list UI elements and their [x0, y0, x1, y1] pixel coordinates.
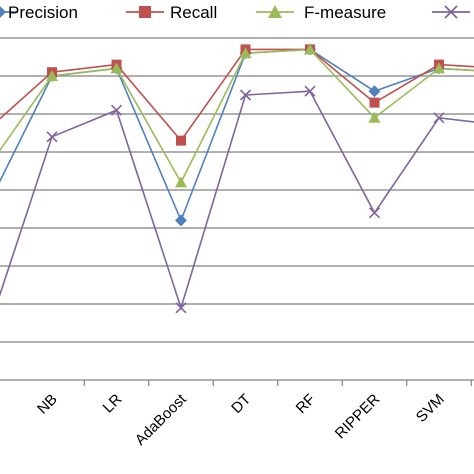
x-tick-label: DT: [228, 391, 254, 417]
data-point: [433, 112, 445, 124]
x-tick-label: RF: [293, 391, 319, 417]
data-point: [369, 97, 380, 108]
data-point: [175, 176, 187, 188]
data-point: [175, 214, 187, 227]
data-point: [46, 70, 58, 81]
data-point: [304, 85, 316, 97]
series-line: [0, 48, 474, 142]
series-line: [0, 48, 474, 223]
series-markers: [46, 43, 445, 314]
data-point: [239, 89, 252, 101]
data-point: [433, 62, 445, 74]
x-tick-label: NB: [34, 391, 61, 418]
legend-label: Precision: [8, 3, 78, 22]
data-point: [368, 85, 381, 98]
x-tick-label: RIPPER: [332, 391, 384, 443]
legend: Precision Recall F-measure: [0, 3, 470, 22]
x-tick-label: AdaBoost: [132, 390, 191, 449]
data-point: [239, 47, 252, 59]
x-tick-label: LR: [100, 391, 126, 417]
x-tick-labels: NBLRAdaBoostDTRFRIPPERSVMK: [34, 390, 448, 449]
x-axis: [0, 379, 474, 386]
data-point: [176, 135, 186, 146]
series-line: [0, 48, 474, 185]
gridlines: [0, 37, 474, 343]
legend-label: F-measure: [304, 3, 386, 22]
series-line: [0, 90, 474, 311]
legend-item: Precision: [0, 3, 78, 22]
data-point: [175, 302, 187, 314]
x-tick-label: SVM: [413, 391, 448, 426]
data-point: [110, 62, 123, 74]
legend-item: F-measure: [256, 3, 386, 22]
data-point: [368, 207, 381, 219]
legend-item: Recall: [126, 3, 217, 22]
data-point: [368, 111, 381, 123]
legend-item: [432, 5, 470, 19]
legend-label: Recall: [170, 3, 217, 22]
data-point: [110, 104, 123, 116]
data-point: [304, 43, 316, 55]
series-lines: [0, 48, 474, 311]
data-point: [46, 131, 58, 143]
